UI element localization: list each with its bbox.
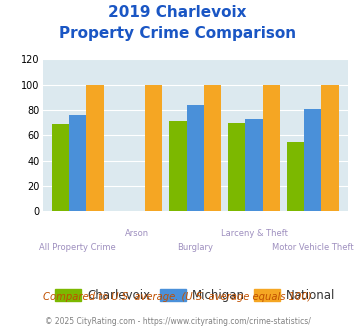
Bar: [204, 85, 221, 211]
Text: Compared to U.S. average. (U.S. average equals 100): Compared to U.S. average. (U.S. average …: [43, 292, 312, 302]
Text: 2019 Charlevoix: 2019 Charlevoix: [108, 5, 247, 20]
Text: Larceny & Theft: Larceny & Theft: [220, 229, 288, 238]
Bar: [245, 119, 263, 211]
Bar: [304, 109, 321, 211]
Text: Arson: Arson: [125, 229, 149, 238]
Bar: [52, 124, 69, 211]
Bar: [145, 85, 162, 211]
Text: Property Crime Comparison: Property Crime Comparison: [59, 26, 296, 41]
Legend: Charlevoix, Michigan, National: Charlevoix, Michigan, National: [50, 284, 340, 306]
Text: © 2025 CityRating.com - https://www.cityrating.com/crime-statistics/: © 2025 CityRating.com - https://www.city…: [45, 317, 310, 326]
Bar: [287, 142, 304, 211]
Bar: [263, 85, 280, 211]
Bar: [86, 85, 104, 211]
Bar: [228, 123, 245, 211]
Bar: [69, 115, 86, 211]
Text: Motor Vehicle Theft: Motor Vehicle Theft: [272, 243, 354, 251]
Text: Burglary: Burglary: [177, 243, 213, 251]
Text: All Property Crime: All Property Crime: [39, 243, 116, 251]
Bar: [187, 105, 204, 211]
Bar: [169, 121, 187, 211]
Bar: [321, 85, 339, 211]
